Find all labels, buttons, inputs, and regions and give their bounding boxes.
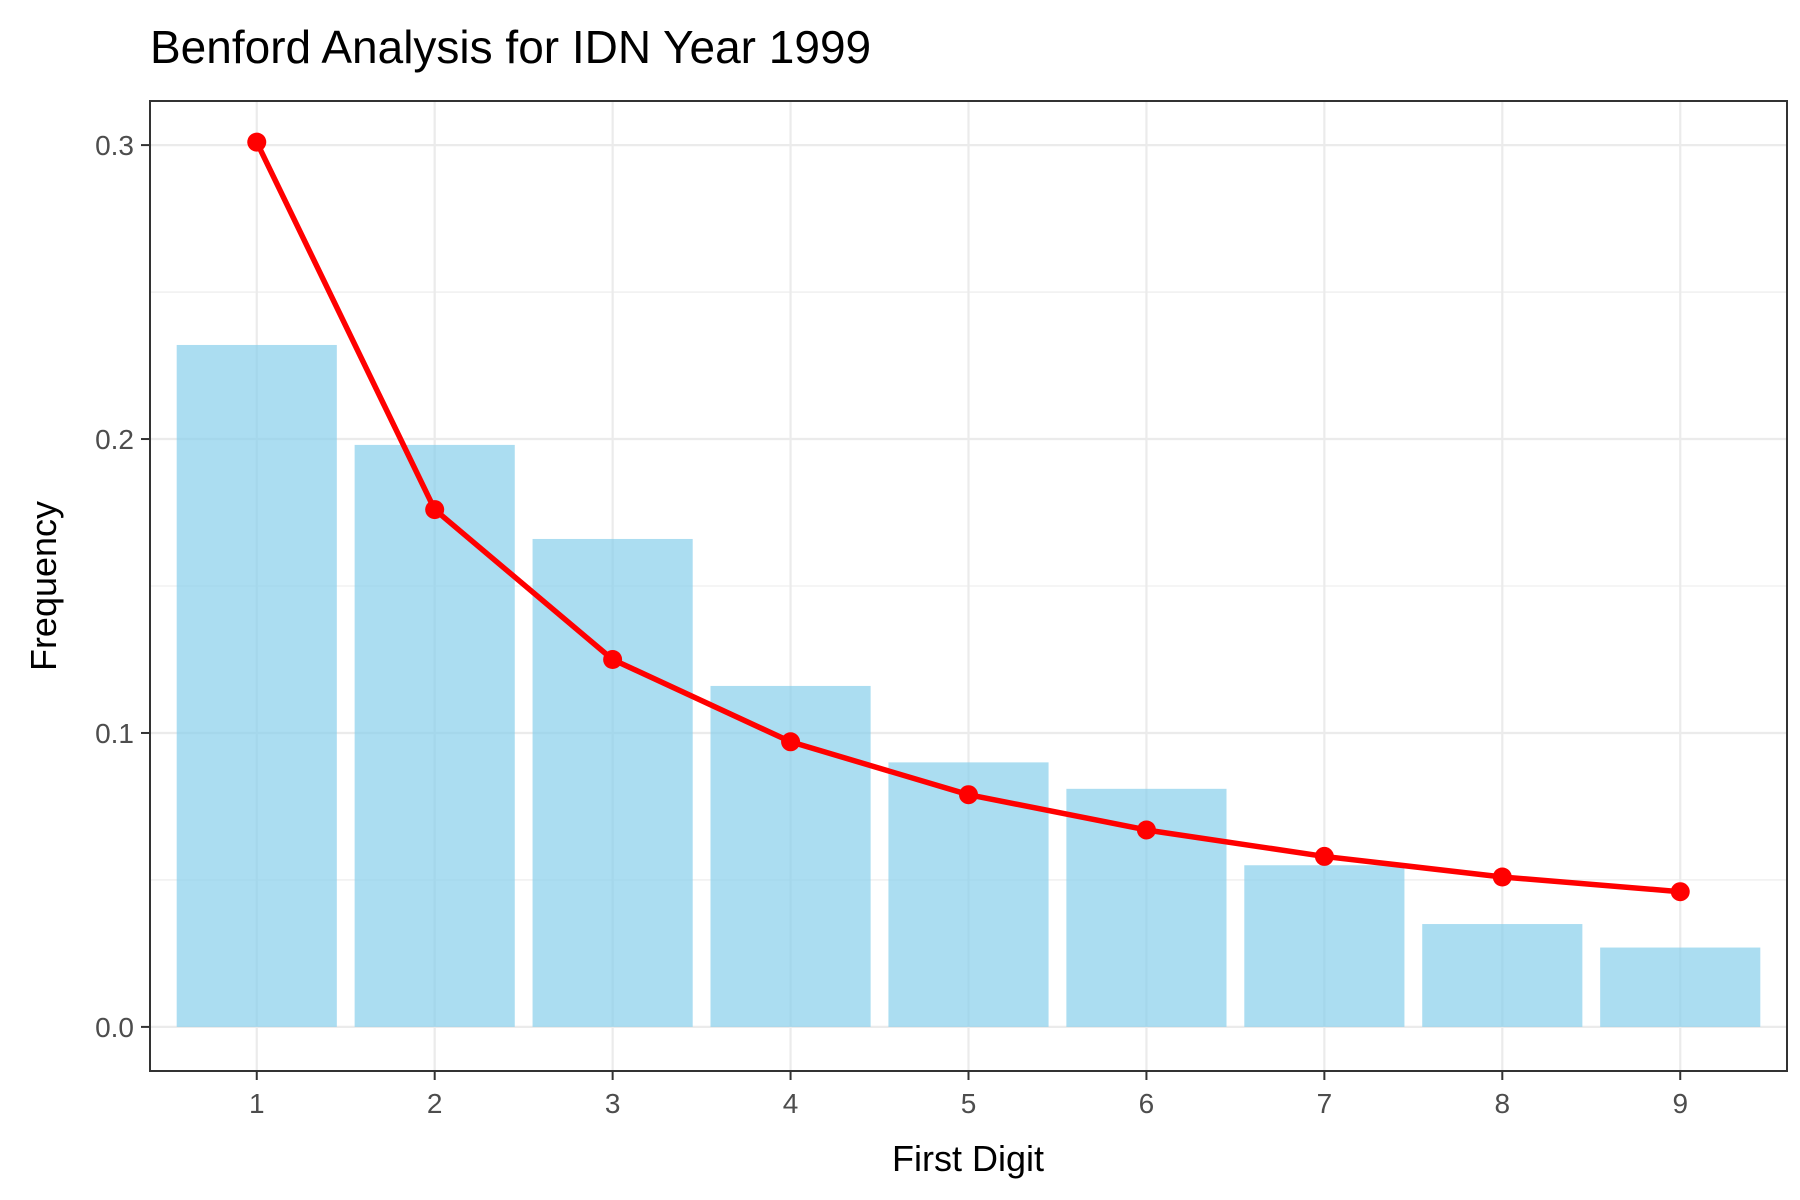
bar-digit-9 <box>1600 947 1761 1027</box>
x-axis-title: First Digit <box>892 1138 1044 1179</box>
x-tick-label: 8 <box>1495 1088 1511 1119</box>
benford-expected-line <box>247 132 1690 902</box>
chart-title: Benford Analysis for IDN Year 1999 <box>150 21 871 73</box>
x-tick-label: 9 <box>1672 1088 1688 1119</box>
bar-digit-7 <box>1244 865 1405 1027</box>
expected-point-digit-4 <box>781 732 801 752</box>
bar-digit-8 <box>1422 924 1583 1027</box>
axes: 0.0 0.1 0.2 0.3 1 2 3 4 5 6 7 8 9 <box>95 130 1688 1119</box>
x-tick-label: 1 <box>249 1088 265 1119</box>
x-tick-label: 4 <box>783 1088 799 1119</box>
expected-point-digit-9 <box>1670 882 1690 902</box>
expected-point-digit-3 <box>603 649 623 669</box>
x-tick-label: 3 <box>605 1088 621 1119</box>
x-tick-label: 5 <box>961 1088 977 1119</box>
y-tick-label: 0.3 <box>95 130 134 161</box>
y-tick-label: 0.1 <box>95 718 134 749</box>
bar-digit-1 <box>176 344 337 1027</box>
y-axis-title: Frequency <box>23 501 64 671</box>
y-tick-label: 0.2 <box>95 424 134 455</box>
expected-point-digit-2 <box>425 500 445 520</box>
expected-point-digit-1 <box>247 132 267 152</box>
expected-point-digit-6 <box>1136 820 1156 840</box>
x-tick-label: 7 <box>1317 1088 1333 1119</box>
bar-digit-2 <box>354 444 515 1027</box>
expected-point-digit-8 <box>1492 867 1512 887</box>
expected-point-digit-7 <box>1314 846 1334 866</box>
expected-point-digit-5 <box>959 785 978 805</box>
x-tick-label: 6 <box>1139 1088 1155 1119</box>
y-tick-label: 0.0 <box>95 1012 134 1043</box>
observed-bars <box>176 344 1761 1027</box>
bar-digit-3 <box>532 538 693 1027</box>
x-tick-label: 2 <box>427 1088 443 1119</box>
